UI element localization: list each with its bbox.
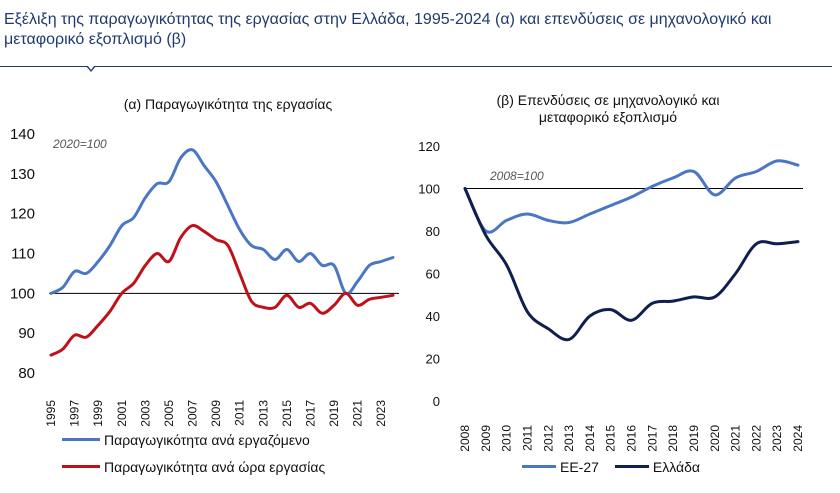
legend-label-per-employee: Παραγωγικότητα ανά εργαζόμενο <box>104 431 310 448</box>
chart-a-ytick-label: 110 <box>11 246 35 263</box>
chart-a-ytick-label: 100 <box>10 285 35 302</box>
chart-b-xtick-label: 2009 <box>479 425 493 452</box>
chart-a-xtick-label: 1997 <box>68 400 82 427</box>
chart-b-xtick-label: 2012 <box>541 425 555 452</box>
chart-b-series-line-2 <box>463 187 800 342</box>
chart-a-xtick-label: 2009 <box>209 400 223 427</box>
chart-b-ytick-label: 80 <box>426 224 440 239</box>
legend-swatch-eu27 <box>522 465 556 468</box>
chart-b-xtick-label: 2022 <box>749 425 763 452</box>
chart-a-ytick-label: 90 <box>18 325 35 342</box>
chart-a-series-line-2 <box>49 223 395 357</box>
legend-swatch-greece <box>614 465 649 468</box>
chart-a-title: (α) Παραγωγικότητα της εργασίας <box>123 96 333 112</box>
chart-a-xtick-label: 2017 <box>303 400 317 427</box>
chart-b-xtick-label: 2017 <box>645 425 659 452</box>
chart-a-series-line-1 <box>49 148 395 296</box>
legend-item-per-employee: Παραγωγικότητα ανά εργαζόμενο <box>62 426 325 453</box>
chart-a-xtick-label: 2013 <box>256 400 270 427</box>
chart-b-series-line-1 <box>463 159 800 234</box>
chart-b-annotation: 2008=100 <box>489 169 544 183</box>
chart-b-xtick-label: 2016 <box>625 425 639 452</box>
chart-a-xtick-label: 2021 <box>351 400 365 427</box>
header-notch-inner <box>87 66 94 70</box>
chart-a-annotation: 2020=100 <box>52 137 107 151</box>
chart-b-xtick-label: 2014 <box>583 425 597 452</box>
chart-b-xtick-label: 2015 <box>604 425 618 452</box>
chart-b-ytick-label: 20 <box>426 352 440 367</box>
legend-item-eu27: ΕΕ-27 <box>522 453 599 480</box>
chart-b-xtick-label: 2021 <box>729 425 743 452</box>
chart-a-ytick-label: 120 <box>10 206 35 223</box>
chart-a-xtick-label: 1999 <box>91 400 105 427</box>
chart-b-ytick-label: 120 <box>418 139 440 154</box>
chart-a-xtick-label: 2011 <box>233 400 247 426</box>
chart-b-legend: ΕΕ-27 Ελλάδα <box>522 453 700 480</box>
chart-b-xtick-label: 2011 <box>520 425 534 451</box>
chart-b-xtick-label: 2023 <box>770 425 784 452</box>
legend-swatch-per-hour <box>62 465 100 468</box>
chart-a-xtick-label: 1995 <box>44 400 58 427</box>
chart-b-title: (β) Επενδύσεις σε μηχανολογικό και μεταφ… <box>496 92 720 125</box>
legend-item-per-hour: Παραγωγικότητα ανά ώρα εργασίας <box>62 453 325 480</box>
chart-b-xtick-label: 2008 <box>458 425 472 452</box>
chart-a-xtick-label: 2003 <box>138 400 152 427</box>
legend-label-per-hour: Παραγωγικότητα ανά ώρα εργασίας <box>104 458 326 475</box>
chart-a-xtick-label: 2005 <box>162 400 176 427</box>
chart-a-xtick-label: 2015 <box>280 400 294 427</box>
chart-b-xtick-label: 2024 <box>791 425 805 452</box>
chart-b-ytick-label: 60 <box>426 267 440 282</box>
chart-b-xtick-label: 2018 <box>666 425 680 452</box>
legend-label-greece: Ελλάδα <box>652 458 701 475</box>
legend-label-eu27: ΕΕ-27 <box>560 458 599 475</box>
chart-a-xtick-label: 2001 <box>115 400 129 427</box>
legend-swatch-per-employee <box>62 438 100 441</box>
legend-item-greece: Ελλάδα <box>614 453 701 480</box>
chart-b-xtick-label: 2010 <box>500 425 514 452</box>
chart-b-ytick-label: 0 <box>433 394 440 409</box>
chart-a-ytick-label: 140 <box>10 126 35 143</box>
chart-b-xtick-label: 2020 <box>708 425 722 452</box>
chart-a-xtick-label: 2023 <box>374 400 388 427</box>
chart-b-xtick-label: 2013 <box>562 425 576 452</box>
page-title: Εξέλιξη της παραγωγικότητας της εργασίας… <box>4 11 772 48</box>
chart-a-ytick-label: 130 <box>10 166 35 183</box>
chart-b-ytick-label: 100 <box>418 182 440 197</box>
chart-a-ytick-label: 80 <box>18 365 35 382</box>
chart-a-xtick-label: 2007 <box>186 400 200 427</box>
chart-a-xtick-label: 2019 <box>327 400 341 427</box>
chart-a-legend: Παραγωγικότητα ανά εργαζόμενο Παραγωγικό… <box>62 426 325 480</box>
header-divider <box>0 66 832 67</box>
chart-b-ytick-label: 40 <box>426 309 440 324</box>
chart-b-xtick-label: 2019 <box>687 425 701 452</box>
